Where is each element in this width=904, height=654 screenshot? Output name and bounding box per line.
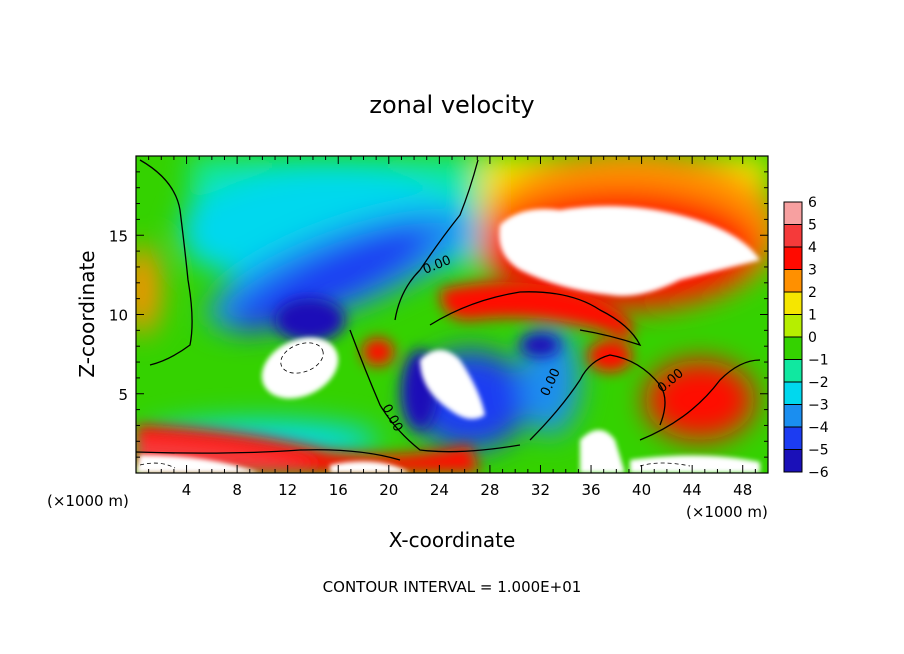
colorbar-swatch: [784, 382, 802, 405]
field-core-white-a: [261, 337, 339, 399]
field-core-white-d: [136, 455, 260, 473]
y-tick-label: 10: [109, 307, 128, 325]
colorbar-swatch: [784, 427, 802, 450]
field-core-white-f: [630, 455, 760, 473]
colorbar-label: 2: [808, 285, 817, 301]
contour-dashed-a: [280, 342, 324, 374]
colorbar-label: 6: [808, 195, 817, 211]
x-unit-right: (×1000 m): [686, 503, 768, 521]
colorbar-label: −4: [808, 420, 829, 436]
field-spot-blue-b: [520, 333, 560, 357]
x-tick-label: 8: [232, 481, 242, 499]
x-tick-label: 28: [480, 481, 499, 499]
colorbar-label: −3: [808, 398, 829, 414]
colorbar-swatch: [784, 269, 802, 292]
colorbar-label: −6: [808, 465, 829, 481]
field-core-white-b: [420, 350, 485, 419]
contour-left: [139, 159, 193, 366]
field-core-white-top: [499, 206, 760, 296]
colorbar-label: −1: [808, 353, 829, 369]
y-tick-label: 5: [118, 386, 128, 404]
contour-right: [529, 354, 666, 441]
colorbar-label: −2: [808, 375, 829, 391]
colorbar-swatch: [784, 449, 802, 472]
colorbar-swatch: [784, 292, 802, 315]
contour-center: [349, 329, 521, 453]
x-unit-left: (×1000 m): [47, 492, 129, 510]
y-axis-label: Z-coordinate: [75, 250, 99, 377]
colorbar-label: 4: [808, 240, 817, 256]
velocity-field: 0.00 0.00 0.00 0.00: [136, 156, 768, 473]
x-tick-label: 16: [329, 481, 348, 499]
colorbar: 6 5 4 3 2 1 0 −1 −2 −3 −4 −5 −6: [783, 195, 829, 481]
colorbar-swatch: [784, 359, 802, 382]
x-tick-label: 32: [531, 481, 550, 499]
contour-arc: [429, 291, 642, 347]
x-axis-label: X-coordinate: [389, 528, 516, 552]
colorbar-swatch: [784, 224, 802, 247]
x-tick-label: 48: [733, 481, 752, 499]
contour-lower-right: [639, 359, 761, 441]
chart-title: zonal velocity: [369, 91, 534, 119]
x-tick-label: 20: [379, 481, 398, 499]
colorbar-label: 3: [808, 263, 817, 279]
colorbar-swatch: [784, 404, 802, 427]
colorbar-swatch: [784, 337, 802, 360]
x-tick-label: 36: [581, 481, 600, 499]
x-tick-label: 24: [430, 481, 449, 499]
field-core-white-c: [580, 430, 625, 473]
x-tick-label: 12: [278, 481, 297, 499]
field-region-red-lowright: [645, 360, 755, 440]
x-tick-label: 4: [182, 481, 192, 499]
field-band-red-arc: [440, 282, 632, 340]
field-spot-red-a: [362, 338, 394, 366]
colorbar-label: 1: [808, 308, 817, 324]
x-tick-label: 44: [683, 481, 702, 499]
x-tick-label: 40: [632, 481, 651, 499]
colorbar-swatch: [784, 202, 802, 225]
contour-upper-mid: [394, 159, 479, 321]
contour-dashed-c: [639, 462, 691, 467]
colorbar-label: 0: [808, 330, 817, 346]
colorbar-label: 5: [808, 218, 817, 234]
y-tick-label: 15: [109, 227, 128, 245]
contour-interval-note: CONTOUR INTERVAL = 1.000E+01: [323, 578, 582, 596]
contour-dashed-b: [139, 462, 176, 469]
field-region-orange-left: [136, 245, 160, 335]
field-spot-blue-a: [275, 298, 345, 342]
field-region-blue-deep: [229, 227, 431, 333]
colorbar-swatch: [784, 247, 802, 270]
field-spot-red-b: [588, 340, 632, 372]
colorbar-label: −5: [808, 443, 829, 459]
colorbar-swatch: [784, 314, 802, 337]
field-core-white-e: [330, 461, 410, 473]
contour-bottom: [136, 449, 401, 461]
